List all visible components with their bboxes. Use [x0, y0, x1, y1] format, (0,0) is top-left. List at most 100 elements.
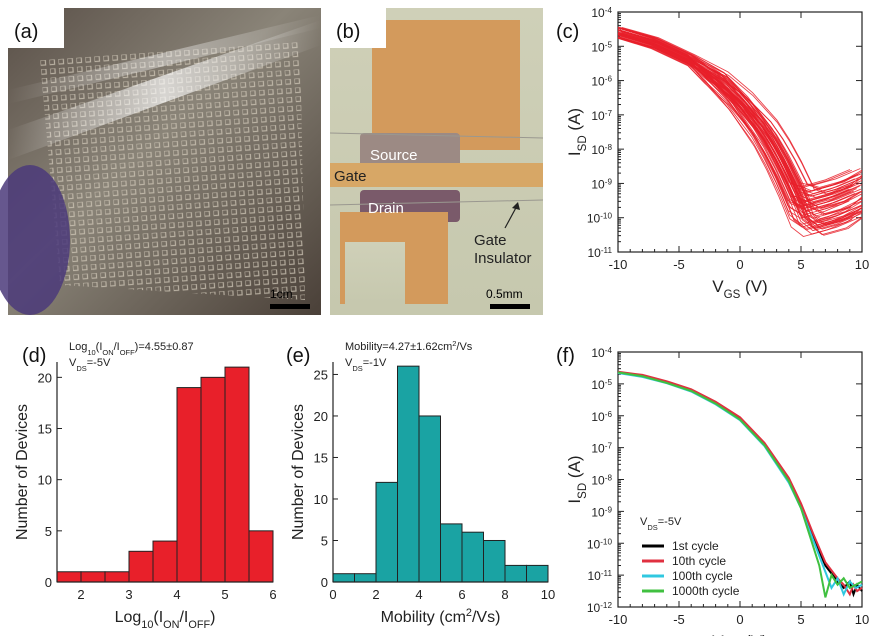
chart-f-ytick-label: 10-9 — [591, 505, 612, 520]
chart-f-legend-label-2: 100th cycle — [672, 569, 733, 583]
panel-a-scale-bar — [270, 304, 310, 309]
chart-e-bar-8 — [504, 564, 527, 583]
chart-d-xtick-label: 6 — [269, 587, 276, 602]
chart-e-xtick-label: 8 — [501, 587, 508, 602]
chart-d-xlabel: Log10(ION/IOFF) — [115, 609, 216, 631]
panel-d-letter: (d) — [22, 345, 46, 367]
chart-c-series-line — [617, 37, 857, 207]
chart-d-bar-0 — [56, 571, 82, 583]
chart-d-annotation-2: VDS=-5V — [69, 357, 111, 373]
chart-f-xtick-label: -10 — [609, 612, 628, 627]
chart-d-xtick-label: 4 — [173, 587, 180, 602]
chart-d-xtick-label: 5 — [221, 587, 228, 602]
chart-e-annotation-2: VDS=-1V — [345, 357, 387, 373]
chart-d-ytick-label: 15 — [38, 422, 52, 437]
chart-f-legend-label-1: 10th cycle — [672, 554, 726, 568]
chart-c-ytick-label: 10-6 — [591, 74, 612, 89]
chart-e-bar-3 — [397, 365, 420, 583]
chart-d-ytick-label: 20 — [38, 370, 52, 385]
chart-c-series-line — [617, 32, 856, 211]
chart-c-series-line — [617, 26, 851, 188]
chart-c-series-line — [619, 37, 863, 212]
chart-c-series-line — [617, 37, 861, 235]
panel-a-scale-label: 1cm — [270, 287, 293, 301]
chart-c-ytick-label: 10-8 — [591, 143, 612, 158]
panel-b-label-source: Source — [370, 147, 418, 164]
chart-e-xtick-label: 10 — [541, 587, 555, 602]
panel-b-scale-bar — [490, 304, 530, 309]
chart-e-bar-4 — [418, 415, 441, 583]
chart-e-bar-1 — [354, 573, 377, 583]
chart-c-series-line — [617, 33, 849, 207]
chart-f-series-3-line — [617, 371, 863, 598]
chart-d-bar-8 — [248, 530, 274, 583]
chart-c-ytick-label: 10-7 — [591, 108, 612, 123]
panel-a-photo: (a) 1cm — [0, 8, 321, 315]
chart-e-ytick-label: 10 — [314, 492, 328, 507]
panel-c-letter: (c) — [556, 21, 579, 43]
chart-f-xtick-label: -5 — [673, 612, 685, 627]
chart-f-ytick-label: 10-10 — [587, 537, 613, 552]
chart-e-xtick-label: 2 — [372, 587, 379, 602]
panel-b-gate-line — [330, 163, 543, 187]
chart-e-ytick-label: 25 — [314, 367, 328, 382]
chart-d-ytick-label: 0 — [45, 575, 52, 590]
chart-e-ytick-label: 0 — [321, 575, 328, 590]
panel-b-label-gate: Gate — [334, 168, 367, 185]
chart-c-xtick-label: 5 — [797, 257, 804, 272]
chart-f-ytick-label: 10-5 — [591, 377, 612, 392]
chart-c-series-line — [618, 37, 863, 217]
chart-d-bar-2 — [104, 571, 130, 583]
chart-f-ytick-label: 10-11 — [587, 569, 612, 584]
chart-e-bar-2 — [375, 481, 398, 583]
chart-f-plot-frame — [617, 351, 863, 608]
chart-f-ytick-label: 10-8 — [591, 473, 612, 488]
chart-c-series-line — [617, 37, 851, 210]
panel-e-letter: (e) — [286, 345, 310, 367]
chart-f-ytick-label: 10-6 — [591, 409, 612, 424]
chart-f-annotation: VDS=-5V — [640, 516, 682, 532]
chart-c-series-line — [619, 36, 863, 226]
chart-c-xtick-label: -5 — [673, 257, 685, 272]
chart-e-ytick-label: 15 — [314, 450, 328, 465]
chart-f-xtick-label: 5 — [797, 612, 804, 627]
chart-e-bar-7 — [483, 539, 506, 583]
chart-c-series-line — [617, 32, 860, 201]
panel-b-source-pad — [372, 20, 520, 150]
chart-c-series-line — [617, 29, 849, 214]
panel-b-label-gate-insulator-2: Insulator — [474, 250, 532, 267]
chart-f-ylabel: ISD (A) — [565, 455, 589, 503]
chart-d-annotation: Log10(ION/IOFF)=4.55±0.87 — [69, 341, 194, 357]
chart-e-ytick-label: 20 — [314, 409, 328, 424]
chart-e-xtick-label: 0 — [329, 587, 336, 602]
chart-c-xtick-label: -10 — [609, 257, 628, 272]
chart-f-ytick-label: 10-12 — [587, 601, 613, 616]
chart-e-bar-9 — [526, 564, 549, 583]
panel-b-scale-label: 0.5mm — [486, 287, 523, 301]
chart-c: -10 -5 0 5 10 10-11 10-10 10-9 10-8 10-7 10-6 10-5 1… — [565, 6, 869, 302]
panel-b-letter: (b) — [336, 21, 360, 43]
chart-c-ytick-label: 10-9 — [591, 177, 612, 192]
chart-c-ytick-label: 10-4 — [591, 6, 612, 21]
chart-f-series-1-line — [617, 370, 863, 597]
panel-f-letter: (f) — [556, 345, 575, 367]
chart-d-ylabel: Number of Devices — [14, 404, 31, 540]
chart-c-series-line — [617, 30, 856, 229]
chart-c-series-line — [621, 30, 863, 195]
chart-f-legend-label-0: 1st cycle — [672, 539, 719, 553]
chart-e-bar-0 — [332, 573, 355, 583]
chart-e-annotation: Mobility=4.27±1.62cm2/Vs — [345, 339, 473, 354]
chart-c-series-line — [617, 28, 856, 193]
panel-a-letter: (a) — [14, 21, 38, 43]
chart-c-series-line — [617, 33, 861, 210]
chart-d-bar-6 — [200, 376, 226, 583]
panel-b-label-drain: Drain — [368, 200, 404, 217]
chart-d-bar-1 — [80, 571, 106, 583]
chart-d-ytick-label: 5 — [45, 524, 52, 539]
chart-d-xtick-label: 3 — [125, 587, 132, 602]
panel-b-label-gate-insulator-1: Gate — [474, 232, 507, 249]
chart-e-xtick-label: 6 — [458, 587, 465, 602]
chart-c-ylabel: ISD (A) — [565, 108, 589, 156]
chart-d-xtick-label: 2 — [77, 587, 84, 602]
